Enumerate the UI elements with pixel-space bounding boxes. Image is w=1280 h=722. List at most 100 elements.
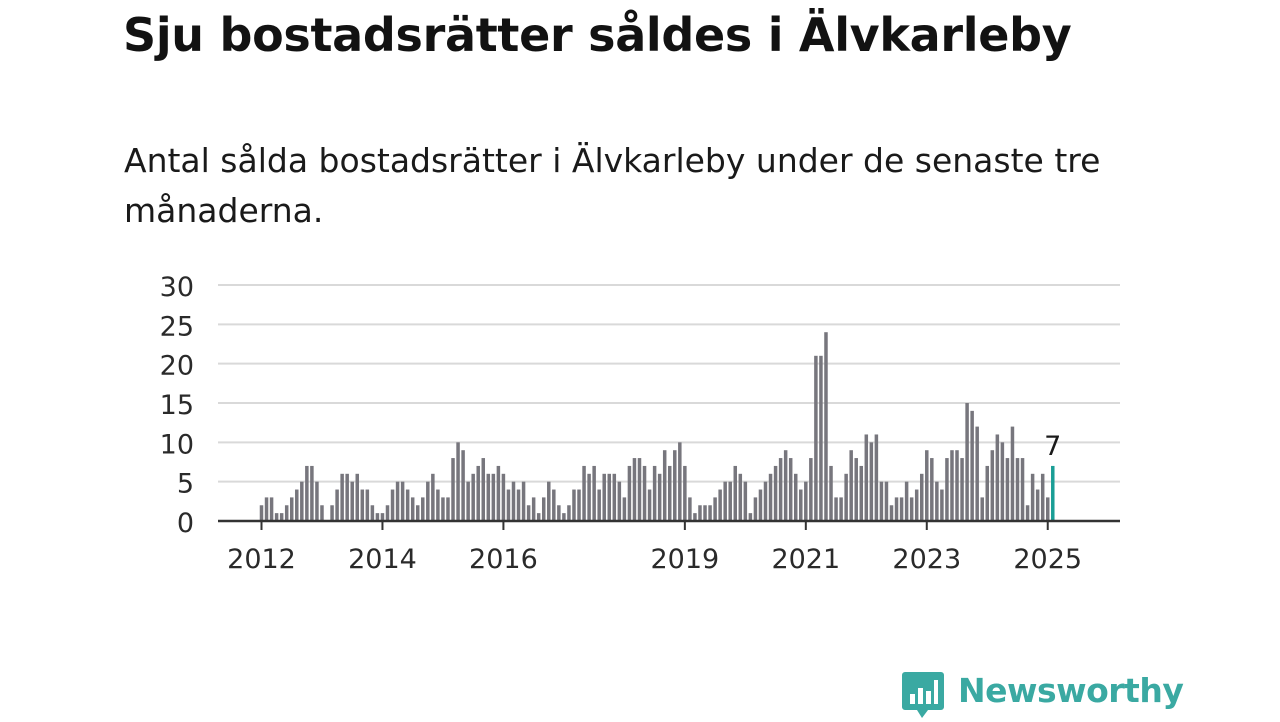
bar <box>773 465 778 521</box>
y-tick-label: 30 <box>160 272 194 303</box>
bar <box>446 497 450 521</box>
bar <box>904 481 909 521</box>
bar <box>930 458 934 521</box>
bar <box>743 481 748 521</box>
annotations: 7 <box>1044 431 1061 462</box>
bar <box>350 481 354 521</box>
bar <box>521 481 526 521</box>
bar <box>1025 505 1030 521</box>
bar <box>345 473 349 521</box>
x-tick-label: 2014 <box>348 544 417 575</box>
bar <box>355 473 360 521</box>
bar <box>284 505 289 521</box>
bar <box>617 481 622 521</box>
bar <box>804 481 808 521</box>
bar <box>305 465 309 521</box>
bar <box>541 497 546 521</box>
bar <box>980 497 984 521</box>
chart-subtitle: Antal sålda bostadsrätter i Älvkarleby u… <box>124 141 1101 230</box>
bar <box>486 473 491 521</box>
bar <box>496 465 501 521</box>
bar <box>315 481 319 521</box>
bar <box>1030 473 1035 521</box>
bar <box>889 505 894 521</box>
bar <box>718 489 722 521</box>
bar <box>849 450 853 521</box>
bar <box>693 513 697 521</box>
bar <box>572 489 576 521</box>
bar <box>607 473 612 521</box>
bar <box>713 497 717 521</box>
highlight-bar <box>1051 465 1055 521</box>
bar <box>627 465 632 521</box>
bar <box>738 473 743 521</box>
bar <box>834 497 838 521</box>
y-tick-label: 10 <box>160 429 194 460</box>
bar <box>516 489 521 521</box>
bar <box>526 505 531 521</box>
bar <box>1035 489 1040 521</box>
bar <box>673 450 677 521</box>
bar <box>909 497 914 521</box>
bar <box>985 465 990 521</box>
bar <box>536 513 541 521</box>
bar <box>925 450 929 521</box>
bar <box>1010 426 1015 521</box>
bar <box>1040 473 1045 521</box>
bar <box>295 489 299 521</box>
bar <box>783 450 788 521</box>
bar <box>436 489 440 521</box>
bar <box>340 473 344 521</box>
x-tick-label: 2025 <box>1013 544 1082 575</box>
bar <box>365 489 370 521</box>
bar <box>552 489 556 521</box>
bar <box>597 489 601 521</box>
bar <box>632 458 637 521</box>
bar <box>914 489 919 521</box>
bar <box>642 465 647 521</box>
bar <box>799 489 803 521</box>
bar <box>1000 442 1005 521</box>
bar <box>748 513 753 521</box>
bar <box>733 465 738 521</box>
bar <box>466 481 470 521</box>
bar <box>899 497 904 521</box>
bar <box>330 505 334 521</box>
bar <box>763 481 768 521</box>
bar <box>602 473 606 521</box>
bar <box>612 473 617 521</box>
bar <box>511 481 516 521</box>
bar <box>451 458 455 521</box>
bar <box>390 489 395 521</box>
bar <box>481 458 486 521</box>
bar <box>955 450 959 521</box>
bar <box>884 481 889 521</box>
bar <box>400 481 405 521</box>
bar <box>657 473 662 521</box>
bar <box>279 513 284 521</box>
bar <box>778 458 783 521</box>
x-tick-label: 2019 <box>651 544 720 575</box>
bar <box>995 434 1000 521</box>
bar <box>919 473 924 521</box>
bar <box>965 403 969 521</box>
bar <box>421 497 425 521</box>
y-tick-label: 25 <box>160 311 194 342</box>
bar <box>894 497 899 521</box>
bar <box>768 473 773 521</box>
bar <box>935 481 939 521</box>
y-tick-label: 20 <box>160 351 194 382</box>
bar <box>567 505 571 521</box>
bar <box>678 442 682 521</box>
y-axis: 0 5 10 15 20 25 30 <box>160 272 194 539</box>
brand-name: Newsworthy <box>958 671 1184 710</box>
x-tick-label: 2021 <box>771 544 840 575</box>
bar <box>491 473 496 521</box>
bar <box>380 513 385 521</box>
bar <box>476 465 480 521</box>
bar <box>809 458 813 521</box>
bar <box>667 465 672 521</box>
bar <box>547 481 551 521</box>
bar-series <box>259 332 1055 521</box>
